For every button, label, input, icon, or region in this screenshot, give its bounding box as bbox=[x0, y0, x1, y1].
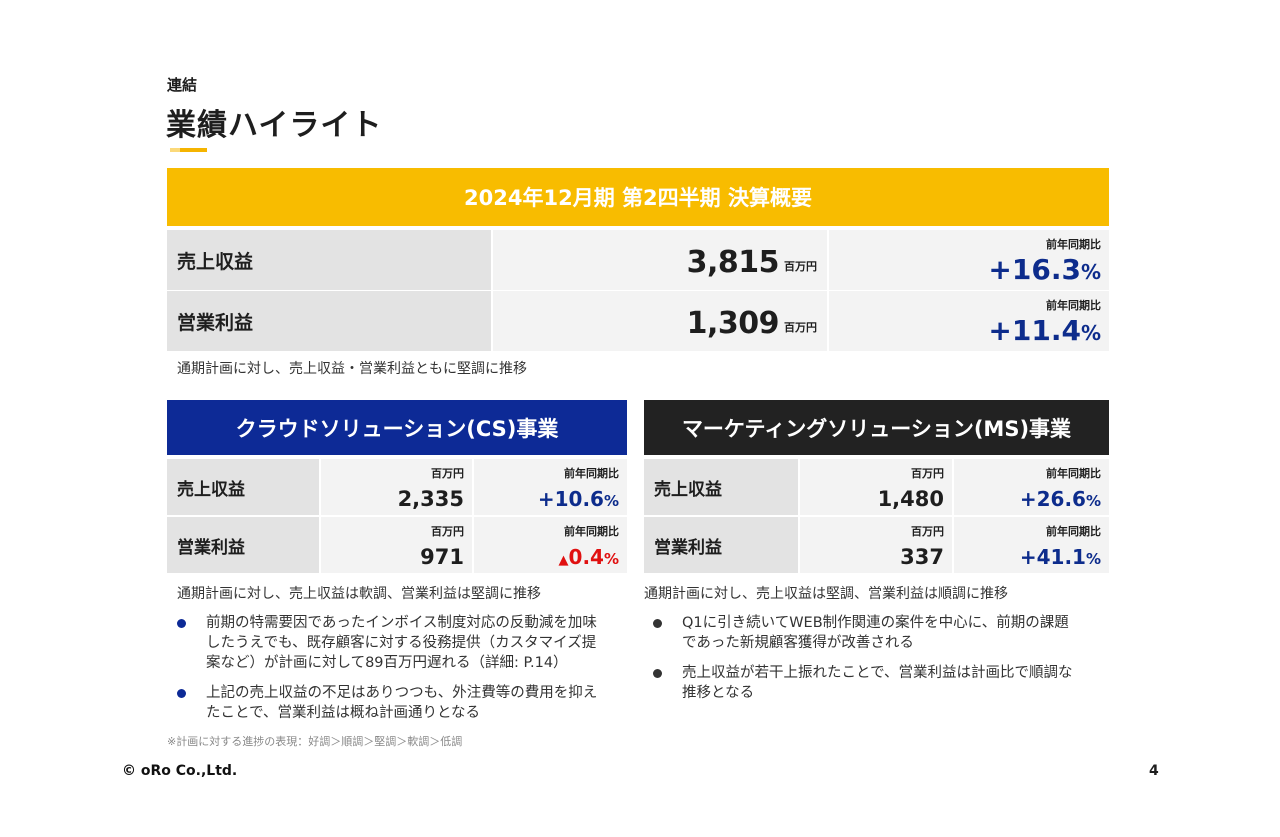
summary-banner: 2024年12月期 第2四半期 決算概要 bbox=[167, 168, 1109, 226]
cs-value-cell: 百万円 2,335 bbox=[321, 459, 472, 515]
yoy-label: 前年同期比 bbox=[1046, 299, 1101, 312]
cs-label: 営業利益 bbox=[167, 517, 319, 573]
ms-segment-title: マーケティングソリューション(MS)事業 bbox=[644, 400, 1109, 455]
summary-value-cell: 3,815 百万円 bbox=[493, 230, 827, 290]
summary-value: 3,815 bbox=[686, 245, 780, 280]
summary-yoy-cell: 前年同期比 +16.3% bbox=[829, 230, 1109, 290]
cs-yoy-cell: 前年同期比 ▲0.4% bbox=[474, 517, 627, 573]
summary-row-revenue: 売上収益 3,815 百万円 前年同期比 +16.3% bbox=[167, 230, 1109, 290]
cs-value-cell: 百万円 971 bbox=[321, 517, 472, 573]
ms-note: 通期計画に対し、売上収益は堅調、営業利益は順調に推移 bbox=[644, 586, 1008, 602]
summary-label: 営業利益 bbox=[167, 291, 491, 351]
cs-yoy-value: +10.6% bbox=[537, 487, 619, 511]
yoy-value: +16.3% bbox=[988, 253, 1101, 286]
ms-yoy-value: +41.1% bbox=[1019, 545, 1101, 569]
bullet-text: 売上収益が若干上振れたことで、営業利益は計画比で順調な 推移となる bbox=[682, 665, 1073, 701]
cs-label: 売上収益 bbox=[167, 459, 319, 515]
bullet-text: 前期の特需要因であったインボイス制度対応の反動減を加味 したうえでも、既存顧客に… bbox=[206, 615, 597, 671]
ms-bullet-list: Q1に引き続いてWEB制作関連の案件を中心に、前期の課題 であった新規顧客獲得が… bbox=[653, 613, 1113, 713]
summary-value: 1,309 bbox=[686, 306, 780, 341]
ms-row-revenue: 売上収益 百万円 1,480 前年同期比 +26.6% bbox=[644, 459, 1109, 515]
ms-unit: 百万円 bbox=[911, 525, 944, 538]
ms-yoy-value: +26.6% bbox=[1019, 487, 1101, 511]
cs-yoy-cell: 前年同期比 +10.6% bbox=[474, 459, 627, 515]
cs-row-revenue: 売上収益 百万円 2,335 前年同期比 +10.6% bbox=[167, 459, 627, 515]
summary-label: 売上収益 bbox=[167, 230, 491, 290]
cs-value: 971 bbox=[420, 545, 464, 569]
yoy-label: 前年同期比 bbox=[1046, 467, 1101, 480]
yoy-label: 前年同期比 bbox=[564, 467, 619, 480]
cs-note: 通期計画に対し、売上収益は軟調、営業利益は堅調に推移 bbox=[177, 586, 541, 602]
ms-row-operating-profit: 営業利益 百万円 337 前年同期比 +41.1% bbox=[644, 517, 1109, 573]
ms-label: 売上収益 bbox=[644, 459, 798, 515]
ms-yoy-cell: 前年同期比 +26.6% bbox=[954, 459, 1109, 515]
yoy-label: 前年同期比 bbox=[1046, 525, 1101, 538]
cs-unit: 百万円 bbox=[431, 525, 464, 538]
summary-note: 通期計画に対し、売上収益・営業利益ともに堅調に推移 bbox=[177, 361, 527, 377]
page-title: 業績ハイライト bbox=[166, 108, 383, 143]
summary-value-cell: 1,309 百万円 bbox=[493, 291, 827, 351]
ms-label: 営業利益 bbox=[644, 517, 798, 573]
cs-segment-title: クラウドソリューション(CS)事業 bbox=[167, 400, 627, 455]
ms-value: 1,480 bbox=[877, 487, 944, 511]
bullet-icon bbox=[177, 619, 186, 628]
ms-value-cell: 百万円 1,480 bbox=[800, 459, 952, 515]
cs-yoy-value-down: ▲0.4% bbox=[558, 545, 619, 569]
summary-unit: 百万円 bbox=[784, 260, 817, 273]
yoy-value: +11.4% bbox=[988, 314, 1101, 347]
cs-row-operating-profit: 営業利益 百万円 971 前年同期比 ▲0.4% bbox=[167, 517, 627, 573]
ms-yoy-cell: 前年同期比 +41.1% bbox=[954, 517, 1109, 573]
yoy-label: 前年同期比 bbox=[564, 525, 619, 538]
ms-value: 337 bbox=[900, 545, 944, 569]
footnote: ※計画に対する進捗の表現：好調＞順調＞堅調＞軟調＞低調 bbox=[167, 735, 463, 748]
down-triangle-icon: ▲ bbox=[558, 553, 569, 568]
title-accent-bar bbox=[170, 148, 207, 152]
summary-unit: 百万円 bbox=[784, 321, 817, 334]
bullet-icon bbox=[177, 689, 186, 698]
summary-yoy-cell: 前年同期比 +11.4% bbox=[829, 291, 1109, 351]
page-number: 4 bbox=[1149, 763, 1159, 779]
cs-unit: 百万円 bbox=[431, 467, 464, 480]
section-label: 連結 bbox=[167, 76, 198, 94]
ms-unit: 百万円 bbox=[911, 467, 944, 480]
bullet-icon bbox=[653, 669, 662, 678]
company-logo: © oRo Co.,Ltd. bbox=[122, 763, 238, 779]
bullet-text: 上記の売上収益の不足はありつつも、外注費等の費用を抑え たことで、営業利益は概ね… bbox=[206, 685, 598, 721]
cs-value: 2,335 bbox=[397, 487, 464, 511]
ms-value-cell: 百万円 337 bbox=[800, 517, 952, 573]
bullet-text: Q1に引き続いてWEB制作関連の案件を中心に、前期の課題 であった新規顧客獲得が… bbox=[682, 615, 1069, 651]
summary-row-operating-profit: 営業利益 1,309 百万円 前年同期比 +11.4% bbox=[167, 291, 1109, 351]
cs-bullet-list: 前期の特需要因であったインボイス制度対応の反動減を加味 したうえでも、既存顧客に… bbox=[177, 613, 632, 723]
yoy-label: 前年同期比 bbox=[1046, 238, 1101, 251]
bullet-icon bbox=[653, 619, 662, 628]
